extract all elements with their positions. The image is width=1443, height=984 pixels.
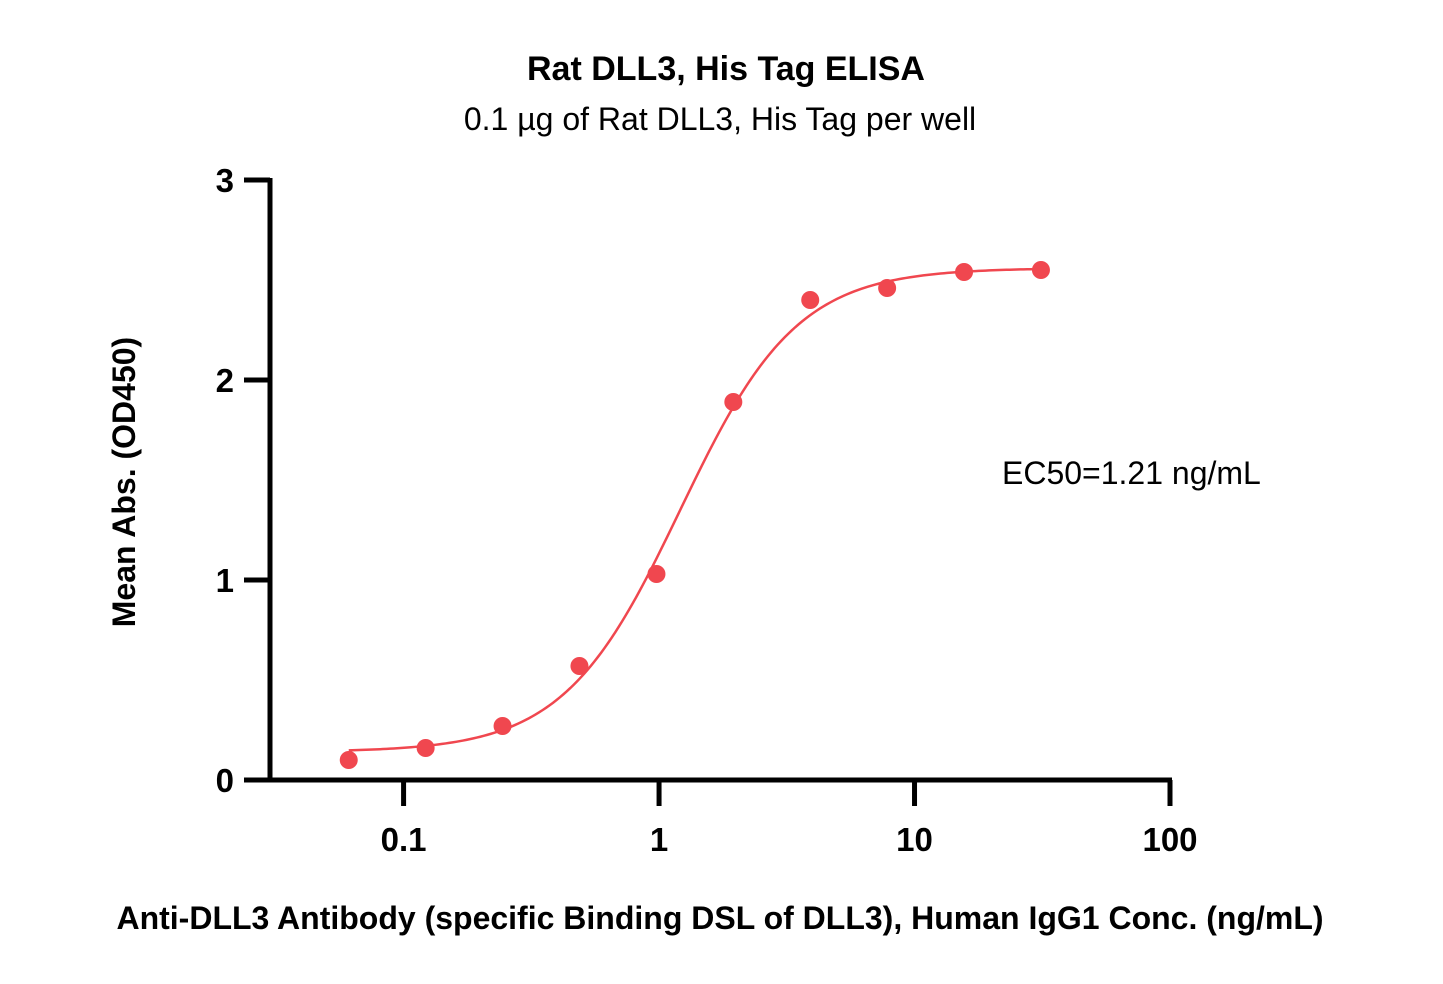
data-point [724, 393, 743, 411]
fit-curve-layer [348, 267, 1041, 752]
data-point [647, 565, 666, 583]
data-point [878, 279, 897, 297]
ec50-annotation: EC50=1.21 ng/mL [1002, 455, 1261, 491]
chart-subtitle: 0.1 µg of Rat DLL3, His Tag per well [464, 101, 976, 137]
y-tick-label: 0 [216, 762, 234, 799]
y-tick-label: 2 [216, 362, 234, 399]
data-point [493, 717, 512, 735]
x-tick-label: 0.1 [381, 821, 427, 858]
x-axis-label: Anti-DLL3 Antibody (specific Binding DSL… [116, 900, 1323, 936]
fit-curve [348, 267, 1041, 752]
data-point [801, 291, 820, 309]
data-point [416, 739, 435, 757]
y-axis-label: Mean Abs. (OD450) [106, 337, 142, 627]
y-axis: 0 1 2 3 [216, 162, 273, 799]
y-tick-label: 3 [216, 162, 234, 199]
data-points-layer [339, 261, 1050, 769]
y-tick-label: 1 [216, 562, 234, 599]
x-tick-label: 1 [650, 821, 668, 858]
data-point [570, 657, 589, 675]
x-tick-label: 10 [896, 821, 933, 858]
x-axis: 0.1 1 10 100 [245, 777, 1198, 858]
chart-title: Rat DLL3, His Tag ELISA [527, 50, 925, 88]
data-point [1031, 261, 1050, 279]
data-point [955, 263, 974, 281]
x-tick-label: 100 [1142, 821, 1197, 858]
data-point [339, 751, 358, 769]
